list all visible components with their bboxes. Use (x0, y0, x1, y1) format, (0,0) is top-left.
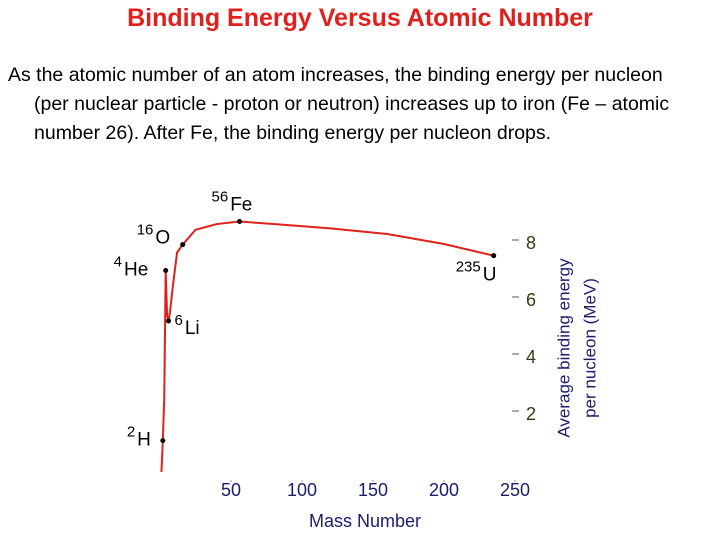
mass-label: 6 (175, 312, 183, 329)
x-tick-label: 100 (287, 480, 317, 500)
symbol-label: Fe (230, 195, 252, 216)
point (160, 438, 166, 444)
point (180, 242, 186, 248)
symbol-label: U (483, 265, 497, 286)
point (237, 218, 243, 224)
y-tick-label: 8 (526, 233, 536, 253)
mass-label: 16 (137, 222, 154, 239)
point (166, 318, 172, 324)
symbol-label: H (137, 430, 151, 451)
y-tick-label: 2 (526, 404, 536, 424)
point (163, 268, 169, 274)
x-tick-label: 200 (429, 480, 459, 500)
y-axis-label: Average binding energy (554, 258, 573, 438)
point (491, 253, 497, 259)
mass-label: 235 (456, 259, 481, 276)
y-tick-label: 6 (526, 290, 536, 310)
symbol-label: O (155, 228, 170, 249)
mass-label: 56 (212, 188, 229, 205)
x-axis-label: Mass Number (309, 511, 421, 531)
x-tick-label: 150 (358, 480, 388, 500)
y-axis-label: per nucleon (MeV) (580, 278, 599, 418)
curve (160, 220, 494, 473)
x-tick-label: 250 (500, 480, 530, 500)
mass-label: 2 (127, 424, 135, 441)
x-tick-label: 50 (221, 480, 241, 500)
y-tick-label: 4 (526, 347, 536, 367)
slide-title: Binding Energy Versus Atomic Number (127, 4, 593, 32)
symbol-label: He (124, 260, 148, 281)
slide-text: As the atomic number of an atom increase… (8, 64, 670, 144)
mass-label: 4 (114, 253, 122, 270)
symbol-label: Li (185, 318, 200, 339)
y-axis-label-group: Average binding energy per nucleon (MeV) (554, 258, 599, 438)
